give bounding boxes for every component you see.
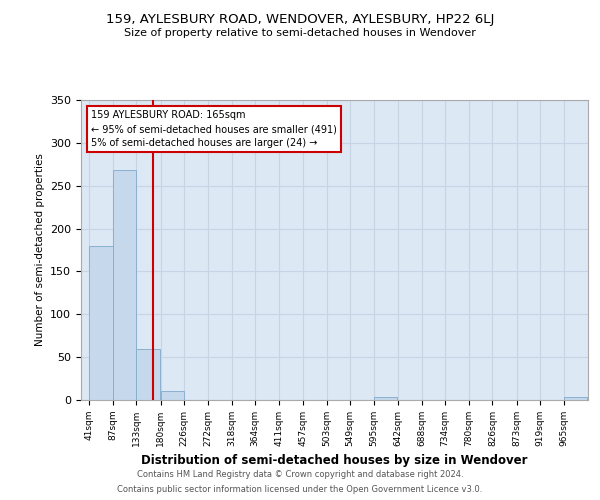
- Bar: [113, 170, 136, 400]
- Bar: [564, 398, 587, 400]
- Bar: [161, 392, 184, 400]
- Bar: [374, 396, 397, 400]
- Text: 159 AYLESBURY ROAD: 165sqm
← 95% of semi-detached houses are smaller (491)
5% of: 159 AYLESBURY ROAD: 165sqm ← 95% of semi…: [91, 110, 337, 148]
- Bar: [89, 246, 113, 400]
- Bar: [136, 348, 160, 400]
- Text: Contains HM Land Registry data © Crown copyright and database right 2024.: Contains HM Land Registry data © Crown c…: [137, 470, 463, 479]
- Y-axis label: Number of semi-detached properties: Number of semi-detached properties: [35, 154, 44, 346]
- Text: 159, AYLESBURY ROAD, WENDOVER, AYLESBURY, HP22 6LJ: 159, AYLESBURY ROAD, WENDOVER, AYLESBURY…: [106, 12, 494, 26]
- X-axis label: Distribution of semi-detached houses by size in Wendover: Distribution of semi-detached houses by …: [141, 454, 528, 468]
- Text: Size of property relative to semi-detached houses in Wendover: Size of property relative to semi-detach…: [124, 28, 476, 38]
- Text: Contains public sector information licensed under the Open Government Licence v3: Contains public sector information licen…: [118, 485, 482, 494]
